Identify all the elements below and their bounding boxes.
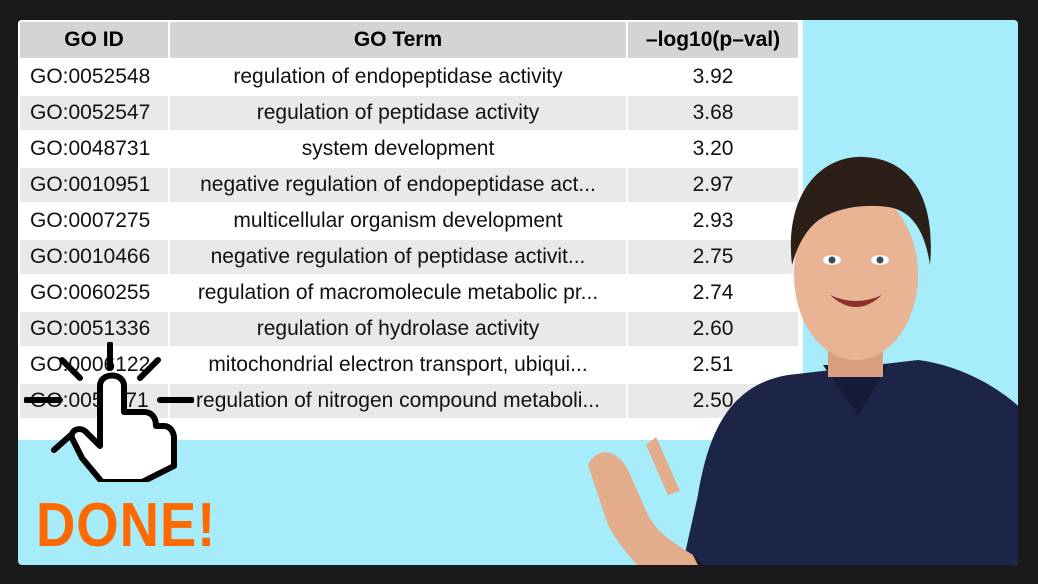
go-term-cell: regulation of nitrogen compound metaboli…: [168, 382, 628, 420]
results-table: GO ID GO Term –log10(p–val) GO:0052548 re…: [18, 20, 800, 420]
log-pval-cell: 2.51: [626, 346, 800, 384]
go-term-cell: system development: [168, 130, 628, 168]
log-pval-cell: 2.97: [626, 166, 800, 204]
go-id-cell: GO:0060255: [18, 274, 170, 312]
go-id-cell: GO:0007275: [18, 202, 170, 240]
log-pval-cell: 3.92: [626, 58, 800, 96]
go-term-cell: mitochondrial electron transport, ubiqui…: [168, 346, 628, 384]
go-id-cell: GO:0010466: [18, 238, 170, 276]
log-pval-cell: 2.93: [626, 202, 800, 240]
go-id-cell: GO:0052548: [18, 58, 170, 96]
table-row: GO:0010951 negative regulation of endopep…: [18, 166, 800, 204]
table-row: GO:0060255 regulation of macromolecule me…: [18, 274, 800, 312]
table-row: GO:0051171 regulation of nitrogen compoun…: [18, 382, 800, 420]
go-term-cell: regulation of endopeptidase activity: [168, 58, 628, 96]
go-id-cell: GO:0051336: [18, 310, 170, 348]
table-row: GO:0052548 regulation of endopeptidase ac…: [18, 58, 800, 96]
table-row: GO:0010466 negative regulation of peptida…: [18, 238, 800, 276]
go-id-cell: GO:0010951: [18, 166, 170, 204]
log-pval-cell: 3.20: [626, 130, 800, 168]
go-term-cell: negative regulation of endopeptidase act…: [168, 166, 628, 204]
log-pval-cell: 2.60: [626, 310, 800, 348]
table-row: GO:0048731 system development 3.20: [18, 130, 800, 168]
slide-frame: GO ID GO Term –log10(p–val) GO:0052548 re…: [18, 20, 1018, 565]
presenter-photo: [588, 156, 1018, 565]
go-term-cell: regulation of hydrolase activity: [168, 310, 628, 348]
go-term-cell: regulation of peptidase activity: [168, 94, 628, 132]
go-term-cell: multicellular organism development: [168, 202, 628, 240]
go-enrichment-table: GO ID GO Term –log10(p–val) GO:0052548 re…: [18, 20, 803, 440]
go-id-cell: GO:0052547: [18, 94, 170, 132]
table-header-row: GO ID GO Term –log10(p–val): [18, 20, 800, 60]
header-log-pval: –log10(p–val): [626, 20, 800, 60]
go-term-cell: regulation of macromolecule metabolic pr…: [168, 274, 628, 312]
header-go-id: GO ID: [18, 20, 170, 60]
log-pval-cell: 2.75: [626, 238, 800, 276]
go-id-cell: GO:0048731: [18, 130, 170, 168]
done-label: DONE!: [36, 491, 217, 560]
table-row: GO:0052547 regulation of peptidase activi…: [18, 94, 800, 132]
table-row: GO:0007275 multicellular organism develop…: [18, 202, 800, 240]
log-pval-cell: 3.68: [626, 94, 800, 132]
table-row: GO:0051336 regulation of hydrolase activi…: [18, 310, 800, 348]
go-term-cell: negative regulation of peptidase activit…: [168, 238, 628, 276]
pointing-hand-click-icon: [24, 342, 194, 482]
header-go-term: GO Term: [168, 20, 628, 60]
